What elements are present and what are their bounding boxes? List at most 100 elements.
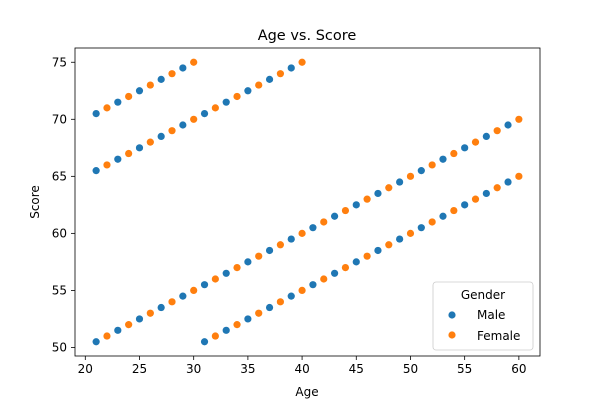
y-tick-label: 55 [52, 283, 67, 297]
data-point-male-45 [417, 224, 425, 232]
data-point-female-10 [211, 104, 219, 112]
data-point-male-43 [374, 246, 382, 255]
data-point-male-44 [396, 235, 404, 243]
data-point-female-23 [276, 241, 285, 249]
data-point-female-36 [233, 321, 241, 329]
points-layer [92, 58, 523, 346]
data-point-male-17 [135, 315, 144, 323]
data-point-male-6 [114, 155, 122, 163]
data-point-female-47 [471, 195, 480, 203]
x-tick-label: 50 [403, 362, 418, 376]
data-point-female-21 [233, 263, 241, 272]
data-point-female-6 [125, 149, 133, 158]
data-point-male-39 [287, 292, 295, 300]
data-point-female-43 [385, 241, 393, 249]
data-point-male-20 [200, 281, 209, 289]
data-point-male-10 [200, 109, 209, 118]
data-point-female-44 [406, 229, 415, 237]
x-axis: 20 25 30 35 40 45 50 55 60 [78, 356, 527, 376]
y-axis-label: Score [28, 185, 42, 219]
data-point-female-41 [341, 263, 350, 272]
data-point-male-4 [179, 64, 187, 72]
data-point-female-20 [211, 275, 219, 283]
data-point-male-24 [287, 235, 295, 243]
data-point-female-5 [103, 161, 111, 169]
data-point-male-30 [417, 167, 425, 175]
x-tick-label: 35 [240, 362, 255, 376]
data-point-male-47 [461, 201, 469, 209]
chart-title: Age vs. Score [258, 28, 357, 44]
data-point-female-35 [211, 332, 219, 340]
data-point-male-22 [244, 258, 252, 266]
data-point-female-13 [276, 70, 285, 78]
data-point-female-42 [363, 252, 371, 260]
x-tick-label: 60 [511, 362, 526, 376]
data-point-male-21 [222, 269, 230, 277]
data-point-male-36 [222, 326, 230, 334]
data-point-female-2 [146, 81, 154, 89]
y-tick-label: 75 [52, 55, 67, 69]
data-point-male-46 [439, 212, 447, 220]
legend-label-male: Male [477, 308, 505, 322]
data-point-male-37 [244, 315, 252, 323]
x-axis-label: Age [295, 385, 318, 399]
x-tick-label: 25 [132, 362, 147, 376]
data-point-female-11 [233, 92, 241, 101]
legend: Gender Male Female [432, 281, 534, 351]
legend-marker-male [448, 311, 456, 319]
data-point-female-32 [471, 138, 480, 146]
data-point-male-7 [135, 144, 144, 152]
data-point-female-49 [515, 172, 523, 180]
data-point-male-35 [200, 338, 209, 346]
x-tick-label: 30 [186, 362, 201, 376]
data-point-female-46 [450, 206, 458, 215]
data-point-male-16 [114, 326, 122, 334]
x-tick-label: 55 [457, 362, 472, 376]
data-point-male-9 [179, 121, 187, 129]
data-point-male-28 [374, 189, 382, 198]
data-point-female-14 [298, 58, 306, 66]
legend-marker-female [448, 331, 456, 339]
data-point-male-12 [244, 87, 252, 95]
data-point-male-0 [92, 109, 100, 118]
data-point-male-49 [504, 178, 512, 186]
data-point-female-39 [298, 286, 306, 295]
y-tick-label: 70 [52, 112, 67, 126]
data-point-female-37 [255, 309, 263, 317]
data-point-male-15 [92, 338, 100, 346]
data-point-male-19 [179, 292, 187, 300]
data-point-male-2 [135, 87, 144, 95]
data-point-male-11 [222, 98, 230, 106]
data-point-male-32 [461, 144, 469, 152]
data-point-male-29 [396, 178, 404, 186]
data-point-male-5 [92, 167, 100, 175]
data-point-female-48 [493, 184, 501, 192]
data-point-male-33 [482, 132, 490, 141]
data-point-female-33 [493, 127, 501, 135]
x-tick-label: 40 [294, 362, 309, 376]
data-point-female-28 [385, 184, 393, 192]
data-point-female-40 [320, 275, 328, 283]
data-point-female-31 [450, 149, 458, 158]
data-point-male-40 [309, 281, 317, 289]
data-point-female-22 [255, 252, 263, 260]
data-point-female-18 [168, 298, 176, 306]
data-point-male-41 [330, 269, 339, 277]
legend-label-female: Female [477, 329, 520, 343]
data-point-male-31 [439, 155, 447, 163]
data-point-female-7 [146, 138, 154, 146]
data-point-male-3 [157, 75, 165, 83]
data-point-female-8 [168, 127, 176, 135]
y-axis: 50 55 60 65 70 75 [52, 55, 75, 354]
data-point-female-15 [103, 332, 111, 340]
data-point-male-25 [309, 224, 317, 232]
data-point-female-0 [103, 104, 111, 112]
data-point-male-27 [352, 201, 360, 209]
legend-title: Gender [461, 288, 505, 302]
data-point-male-23 [265, 246, 274, 255]
data-point-female-16 [125, 321, 133, 329]
data-point-male-38 [265, 303, 274, 312]
data-point-male-14 [287, 64, 295, 72]
data-point-female-27 [363, 195, 371, 203]
